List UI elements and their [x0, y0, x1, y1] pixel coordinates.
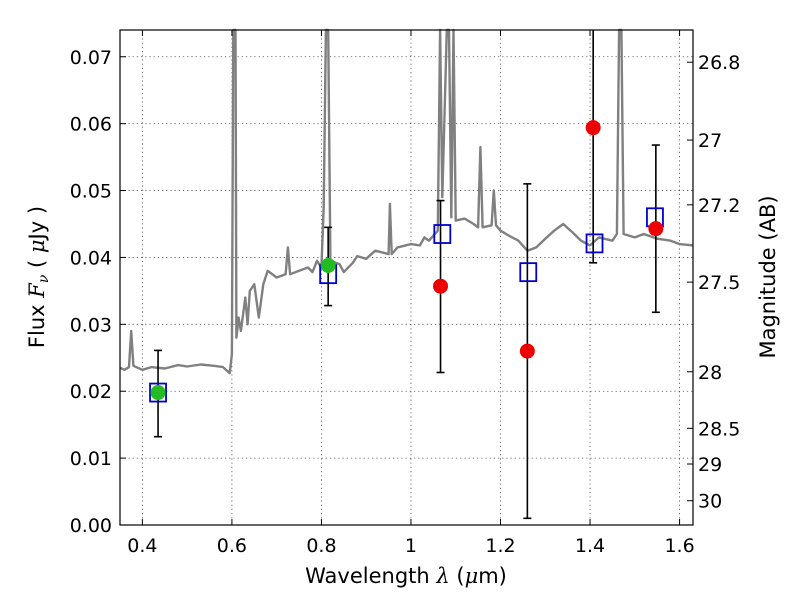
tick-labels: 0.4 0.6 0.8 1 1.2 1.4 1.6 0.00 0.01 0.02 0.03 0.04 0… [70, 47, 741, 557]
spectrum-line [119, 28, 694, 375]
x-tick-label: 0.6 [217, 535, 247, 557]
axis-ticks [120, 30, 693, 526]
x-tick-label: 1 [405, 535, 417, 557]
model-square [519, 262, 538, 283]
x-tick-label: 1.4 [575, 535, 605, 557]
detected-point [320, 257, 336, 273]
model-square [149, 382, 167, 403]
observed-point [585, 120, 601, 136]
y-tick-label: 0.07 [70, 47, 112, 69]
error-bars [154, 30, 660, 520]
right-tick-label: 28.5 [698, 418, 740, 440]
right-tick-label: 30 [698, 491, 722, 513]
spectrum-series [119, 28, 694, 375]
x-tick-label: 1.6 [664, 535, 694, 557]
x-axis-label: Wavelength λ (μm) [305, 564, 507, 588]
right-axis-label: Magnitude (AB) [756, 195, 780, 358]
right-tick-label: 27.5 [698, 272, 740, 294]
model-square [585, 233, 604, 254]
x-tick-label: 1.2 [485, 535, 515, 557]
observed-point [433, 278, 449, 294]
y-tick-label: 0.00 [70, 515, 112, 537]
right-tick-label: 28 [698, 362, 722, 384]
right-tick-label: 27.2 [698, 195, 740, 217]
data-points [149, 120, 664, 403]
observed-point [648, 221, 664, 237]
plot-frame [119, 29, 694, 526]
right-tick-label: 29 [698, 454, 722, 476]
model-square [433, 224, 452, 244]
observed-point [519, 343, 535, 359]
y-tick-label: 0.05 [70, 181, 112, 203]
grid-lines [120, 30, 693, 526]
x-tick-label: 0.8 [306, 535, 336, 557]
detected-point [150, 385, 166, 401]
y-tick-label: 0.03 [70, 314, 112, 336]
y-tick-label: 0.02 [70, 381, 112, 403]
right-tick-label: 27 [698, 130, 722, 152]
y-tick-label: 0.04 [70, 247, 112, 269]
x-tick-label: 0.4 [127, 535, 157, 557]
right-tick-label: 26.8 [698, 52, 740, 74]
y-tick-label: 0.06 [70, 114, 112, 136]
y-axis-label: Flux Fν ( μJy ) [25, 206, 52, 348]
y-tick-label: 0.01 [70, 448, 112, 470]
